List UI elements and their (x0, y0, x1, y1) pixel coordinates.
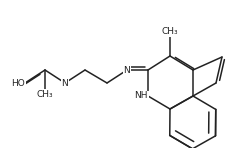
Text: HO: HO (11, 78, 25, 87)
Text: CH₃: CH₃ (162, 27, 178, 36)
Text: CH₃: CH₃ (37, 90, 53, 99)
Text: N: N (62, 78, 68, 87)
Text: N: N (124, 66, 130, 74)
Text: NH: NH (134, 91, 148, 100)
